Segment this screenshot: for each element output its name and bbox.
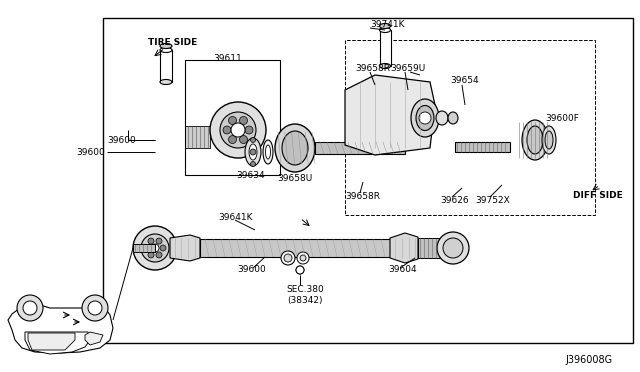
Circle shape <box>210 102 266 158</box>
Text: 39741K: 39741K <box>370 19 404 29</box>
Circle shape <box>82 295 108 321</box>
Circle shape <box>239 116 248 125</box>
Polygon shape <box>25 332 90 354</box>
Text: 39658R: 39658R <box>355 64 390 73</box>
Ellipse shape <box>245 138 261 166</box>
Bar <box>160 50 172 82</box>
Text: 39600: 39600 <box>76 148 105 157</box>
Circle shape <box>88 301 102 315</box>
Polygon shape <box>345 75 435 155</box>
Circle shape <box>250 149 256 155</box>
Ellipse shape <box>416 106 434 131</box>
Text: J396008G: J396008G <box>566 355 613 365</box>
Circle shape <box>156 238 162 244</box>
Circle shape <box>296 266 304 274</box>
Ellipse shape <box>281 251 295 265</box>
Ellipse shape <box>275 124 315 172</box>
Ellipse shape <box>282 131 308 165</box>
Polygon shape <box>133 244 155 252</box>
Text: 39654: 39654 <box>450 76 479 84</box>
Bar <box>185 60 280 175</box>
Circle shape <box>231 123 245 137</box>
Text: DIFF SIDE: DIFF SIDE <box>573 190 623 199</box>
Polygon shape <box>390 233 418 263</box>
Circle shape <box>223 126 231 134</box>
Ellipse shape <box>436 111 448 125</box>
Text: 39752X: 39752X <box>475 196 509 205</box>
Circle shape <box>239 135 248 144</box>
Ellipse shape <box>527 126 543 154</box>
Text: 39604: 39604 <box>388 266 417 275</box>
Ellipse shape <box>380 28 390 32</box>
Circle shape <box>443 238 463 258</box>
Ellipse shape <box>160 80 172 84</box>
Text: 39600: 39600 <box>107 135 136 144</box>
Ellipse shape <box>380 64 390 68</box>
Polygon shape <box>418 238 440 258</box>
Circle shape <box>250 138 255 142</box>
Polygon shape <box>85 332 103 345</box>
Text: 39658U: 39658U <box>277 173 312 183</box>
Bar <box>455 142 510 152</box>
Text: 39611: 39611 <box>213 54 242 62</box>
Circle shape <box>17 295 43 321</box>
Ellipse shape <box>522 120 548 160</box>
Circle shape <box>228 135 237 144</box>
Ellipse shape <box>300 255 306 261</box>
Circle shape <box>141 234 169 262</box>
Circle shape <box>151 244 159 252</box>
Text: 39634: 39634 <box>236 170 264 180</box>
Ellipse shape <box>160 44 172 48</box>
Ellipse shape <box>266 145 271 159</box>
Circle shape <box>245 126 253 134</box>
Circle shape <box>148 238 154 244</box>
Ellipse shape <box>263 140 273 164</box>
Circle shape <box>156 252 162 258</box>
Bar <box>345 40 595 215</box>
Circle shape <box>133 226 177 270</box>
Text: 39658R: 39658R <box>345 192 380 201</box>
Ellipse shape <box>297 252 309 264</box>
Bar <box>315 142 405 154</box>
Polygon shape <box>200 239 390 257</box>
Text: 39626: 39626 <box>440 196 468 205</box>
Text: TIRE SIDE: TIRE SIDE <box>148 38 197 46</box>
Text: SEC.380
(38342): SEC.380 (38342) <box>286 285 324 305</box>
Ellipse shape <box>448 112 458 124</box>
Circle shape <box>250 161 255 167</box>
Circle shape <box>228 116 237 125</box>
Ellipse shape <box>249 144 257 160</box>
Circle shape <box>148 252 154 258</box>
Ellipse shape <box>160 48 172 52</box>
Text: 39641K: 39641K <box>218 212 253 221</box>
Circle shape <box>144 245 150 251</box>
Polygon shape <box>8 305 113 353</box>
Polygon shape <box>170 235 200 261</box>
Text: 39600: 39600 <box>237 266 266 275</box>
Ellipse shape <box>296 266 304 274</box>
Circle shape <box>419 112 431 124</box>
Circle shape <box>220 112 256 148</box>
Polygon shape <box>28 333 75 350</box>
Ellipse shape <box>380 23 390 29</box>
Text: 39659U: 39659U <box>390 64 425 73</box>
Circle shape <box>160 245 166 251</box>
Polygon shape <box>185 126 210 148</box>
Ellipse shape <box>545 131 553 149</box>
Ellipse shape <box>284 254 292 262</box>
Ellipse shape <box>411 99 439 137</box>
Ellipse shape <box>542 126 556 154</box>
Text: 39600F: 39600F <box>545 113 579 122</box>
Bar <box>103 18 633 343</box>
Circle shape <box>437 232 469 264</box>
Circle shape <box>23 301 37 315</box>
Bar <box>380 30 391 66</box>
